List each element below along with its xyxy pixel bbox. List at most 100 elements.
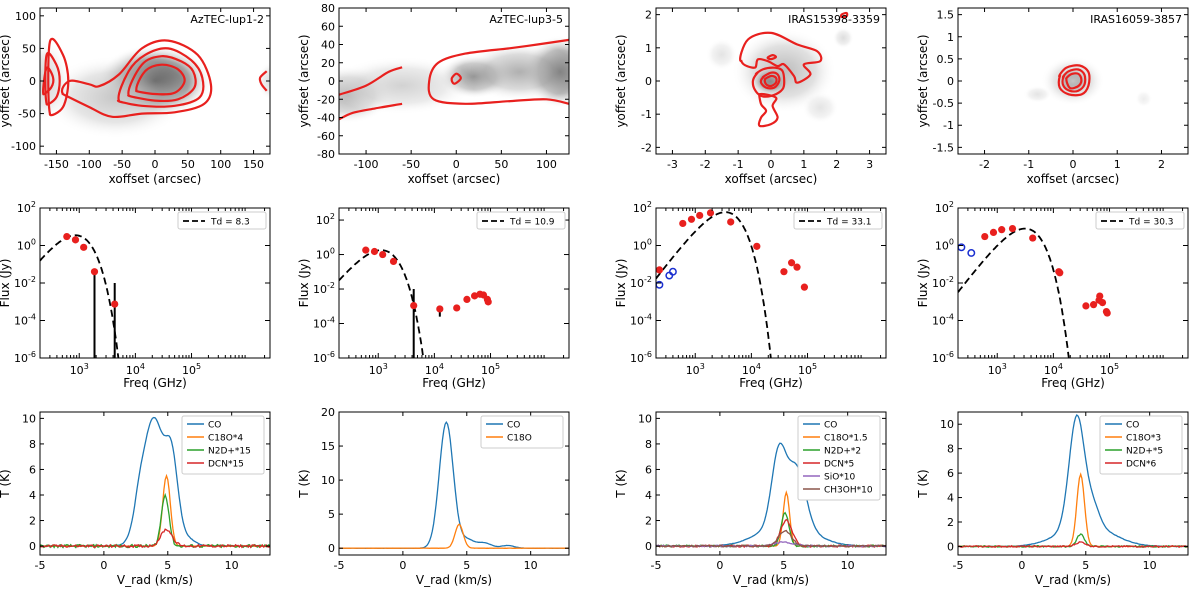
x-tick-label: 10 xyxy=(225,559,239,572)
contour-line xyxy=(757,92,779,128)
tick-label: 103 xyxy=(70,362,89,377)
legend-label: DCN*5 xyxy=(824,460,854,470)
tick-label: 103 xyxy=(369,362,388,377)
x-tick-label: 5 xyxy=(1082,559,1089,572)
legend-label: Td = 8.3 xyxy=(210,218,250,228)
flux-point xyxy=(780,268,788,276)
y-tick-label: 10 xyxy=(22,412,36,425)
y-tick-label: -2 xyxy=(641,141,652,154)
flux-point xyxy=(998,226,1006,234)
emission-blob xyxy=(41,55,190,140)
x-tick-label: 5 xyxy=(164,559,171,572)
tick-label: 100 xyxy=(316,247,335,262)
flux-point xyxy=(90,268,99,276)
x-tick-label: -2 xyxy=(700,158,711,171)
y-axis-label: yoffset (arcsec) xyxy=(0,34,12,127)
x-tick-label: 10 xyxy=(524,559,538,572)
flux-point xyxy=(1056,269,1064,277)
emission-blob xyxy=(832,27,854,49)
contour-line xyxy=(766,54,778,61)
contour-line xyxy=(739,31,823,84)
flux-point xyxy=(111,300,119,308)
x-tick-label: 10 xyxy=(841,559,855,572)
legend-label: DCN*15 xyxy=(208,460,244,470)
map-image xyxy=(705,11,854,128)
tick-label: 102 xyxy=(935,200,954,215)
sed-panel-2: 103 104 105 10-6 10-4 10-2 100 102 Td = 10.9 Freq… xyxy=(297,207,570,390)
y-tick-label: 6 xyxy=(29,463,36,476)
emission-blob xyxy=(1135,90,1153,108)
x-tick-label: 100 xyxy=(210,158,231,171)
tick-label: 10-6 xyxy=(932,350,954,365)
x-axis-label: V_rad (km/s) xyxy=(117,573,193,587)
tick-label: 10-2 xyxy=(313,281,335,296)
contour-line xyxy=(42,66,55,96)
flux-point xyxy=(370,247,379,256)
sed-plot xyxy=(656,209,809,358)
flux-point xyxy=(981,232,989,241)
flux-point xyxy=(1096,292,1104,300)
spectrum-line xyxy=(958,541,1188,549)
contour-line xyxy=(44,51,61,106)
x-tick-label: 100 xyxy=(536,158,557,171)
contour-line xyxy=(116,47,205,108)
y-tick-label: 4 xyxy=(947,492,954,505)
x-tick-label: -5 xyxy=(334,559,345,572)
flux-point xyxy=(696,211,704,220)
y-tick-label: 0 xyxy=(645,540,652,553)
y-tick-label: 0.5 xyxy=(937,53,955,66)
y-axis-label: Flux (Jy) xyxy=(916,259,930,308)
map-panel-2: -100 -50 0 50 100 -80 -60 -40 -20 0 20 40 60 80 xoffse… xyxy=(297,2,570,186)
legend-label: Td = 30.3 xyxy=(1128,218,1174,228)
y-tick-label: 1.5 xyxy=(937,9,955,22)
flux-point xyxy=(800,283,809,291)
flux-point xyxy=(1098,299,1107,307)
legend-label: N2D+*2 xyxy=(824,447,861,457)
spectrum-line xyxy=(40,492,270,550)
y-tick-label: 0 xyxy=(328,75,335,88)
flux-point xyxy=(463,295,471,304)
x-tick-label: 0 xyxy=(716,559,723,572)
legend-label: CO xyxy=(507,421,520,431)
model-curve xyxy=(339,249,425,358)
spectrum-panel-3: -5 0 5 10 0 2 4 6 8 10 V_rad (km/s) T (K) CO C18O*1.5… xyxy=(614,411,887,587)
map-image xyxy=(40,37,270,140)
tick-label: 104 xyxy=(425,362,444,377)
panel-title: IRAS15398-3359 xyxy=(788,13,880,26)
x-axis-label: V_rad (km/s) xyxy=(733,573,809,587)
tick-label: 105 xyxy=(182,362,201,377)
flux-point xyxy=(687,215,696,223)
x-axis-label: xoffset (arcsec) xyxy=(408,172,501,186)
flux-point xyxy=(436,305,444,313)
x-tick-label: 5 xyxy=(463,559,470,572)
legend-label: N2D+*5 xyxy=(1126,447,1163,457)
model-curve xyxy=(958,227,1070,358)
contour-line xyxy=(47,37,70,117)
legend-label: CO xyxy=(1126,421,1139,431)
tick-label: 10-2 xyxy=(630,275,652,290)
x-tick-label: -100 xyxy=(77,158,102,171)
y-tick-label: -1 xyxy=(943,119,954,132)
axes-frame xyxy=(39,411,271,556)
flux-point xyxy=(1008,224,1017,233)
y-tick-label: 5 xyxy=(328,508,335,521)
y-tick-label: 10 xyxy=(940,418,954,431)
y-tick-label: 100 xyxy=(15,10,36,23)
flux-point xyxy=(410,301,418,310)
emission-blob xyxy=(339,56,475,115)
y-tick-label: 6 xyxy=(645,463,652,476)
flux-point xyxy=(787,259,796,267)
y-tick-label: 8 xyxy=(645,438,652,451)
x-tick-label: 2 xyxy=(833,158,840,171)
tick-label: 10-4 xyxy=(313,316,335,331)
map-panel-4: -2 -1 0 1 2 -1.5 -1 -0.5 0 0.5 1 1.5 xoffset (arcsec… xyxy=(916,7,1189,186)
sed-panel-1: 103 104 105 10-6 10-4 10-2 100 102 Td = 8.3 Freq … xyxy=(0,200,271,390)
x-tick-label: -5 xyxy=(35,559,46,572)
flux-point xyxy=(362,246,370,254)
legend-label: C18O*1.5 xyxy=(824,434,868,444)
y-tick-label: 0 xyxy=(29,540,36,553)
contour-line xyxy=(839,11,849,19)
x-tick-label: 1 xyxy=(1114,158,1121,171)
y-tick-label: -50 xyxy=(18,108,36,121)
flux-point xyxy=(389,257,398,266)
